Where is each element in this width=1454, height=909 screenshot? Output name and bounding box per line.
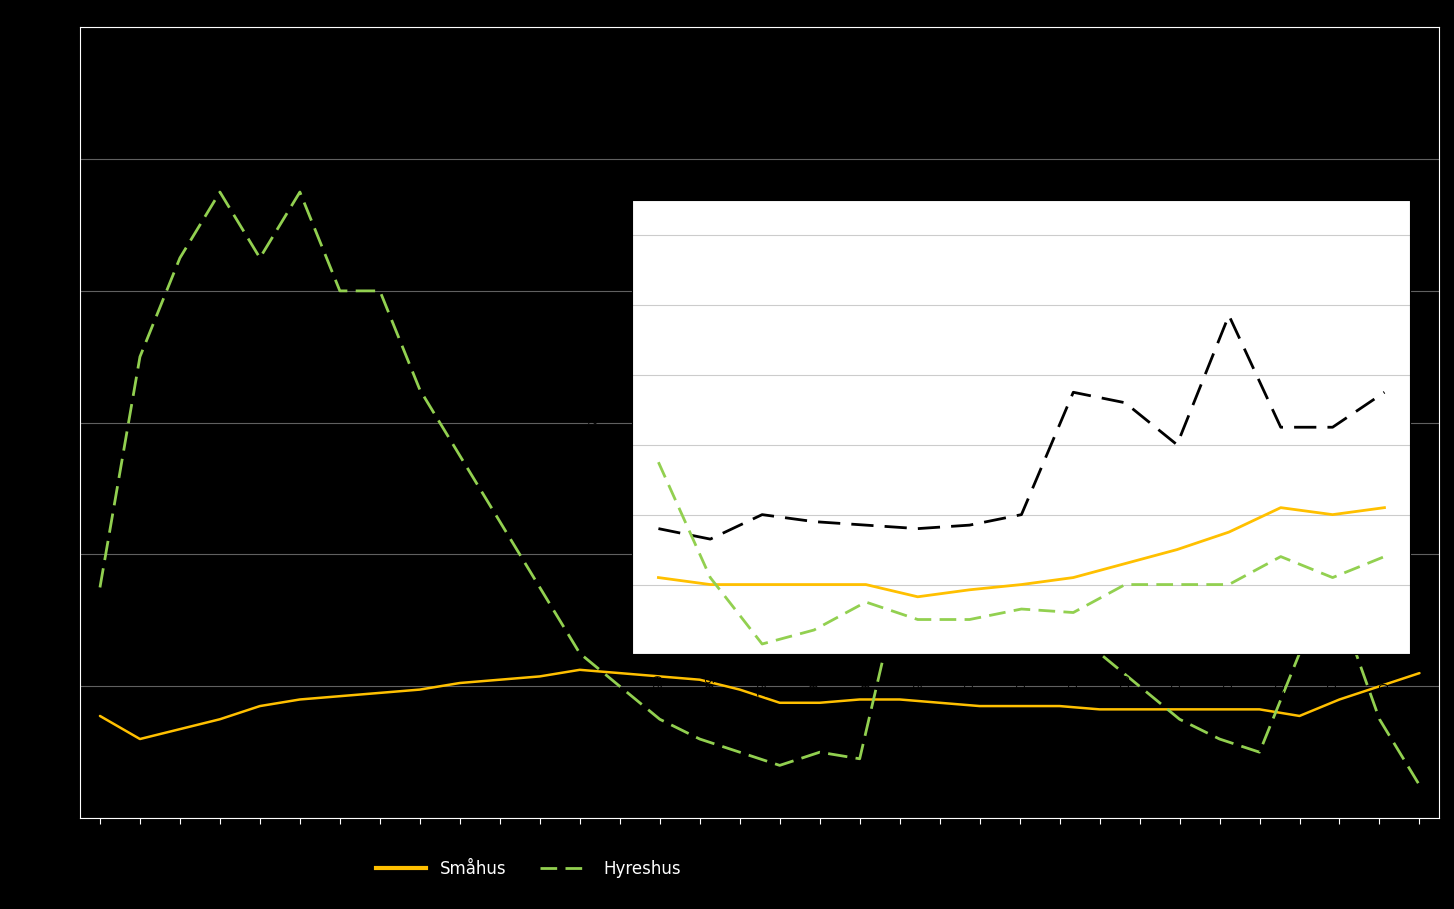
Y-axis label: %: %: [585, 414, 598, 427]
Legend: Småhus, Hyreshus: Småhus, Hyreshus: [369, 854, 688, 884]
